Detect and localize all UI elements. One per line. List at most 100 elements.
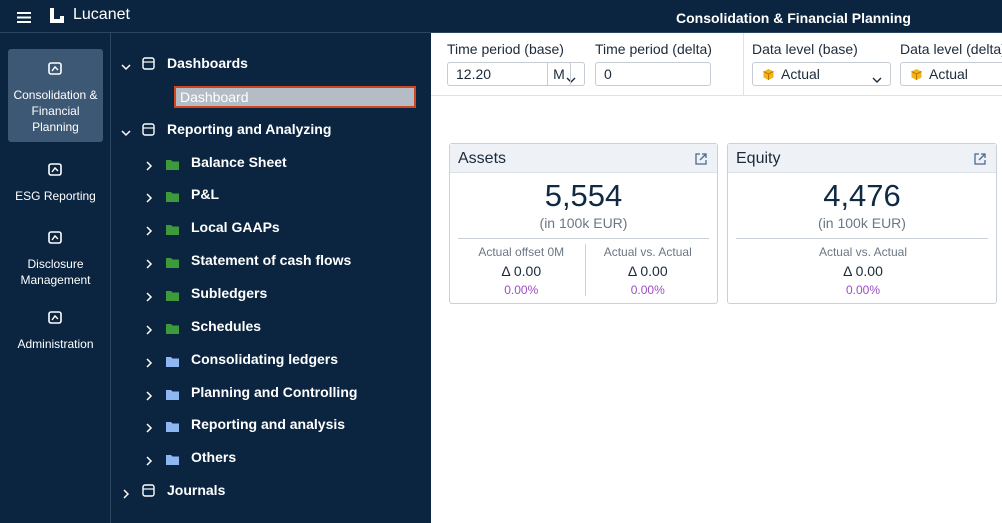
rail-icon [48, 162, 62, 176]
chevron [144, 289, 154, 302]
rail-icon [48, 61, 62, 75]
card-value: 4,476 [823, 178, 901, 213]
top-bar: Lucanet Consolidation & Financial Planni… [0, 0, 1002, 33]
folder-icon [166, 321, 179, 334]
tree-item[interactable]: P&L [191, 186, 219, 203]
card-header [450, 144, 717, 173]
rail-label: Consolidation & Financial Planning [13, 88, 98, 134]
rail-item[interactable]: Administration [8, 298, 103, 354]
folder-icon [166, 387, 179, 400]
folder-icon [166, 354, 179, 367]
chevron [144, 190, 154, 203]
rail-label: Disclosure Management [20, 257, 91, 287]
filter-label: Time period (delta) [595, 41, 712, 57]
cube-icon [762, 68, 775, 81]
folder-icon [166, 288, 179, 301]
filter-unit: M [547, 62, 571, 86]
divider [584, 244, 586, 296]
tree-item[interactable]: Local GAAPs [191, 219, 280, 236]
filter-bar: Time period (base) 12.20 Time period (delt… [431, 33, 1002, 96]
menu-icon[interactable] [17, 12, 31, 23]
comparison-delta: Δ 0.00 [627, 263, 668, 279]
tree-item-selected[interactable]: Dashboard [174, 85, 416, 108]
dropdown-icon [872, 71, 882, 83]
divider [736, 238, 988, 239]
tree-item[interactable]: Schedules [191, 317, 262, 334]
folder-icon [166, 157, 179, 170]
rail-item[interactable]: Consolidation & Financial Planning [8, 49, 103, 142]
rail-icon [48, 310, 62, 324]
tree-item[interactable]: Planning and Controlling [191, 383, 358, 400]
chevron [121, 59, 131, 71]
chevron [144, 388, 154, 401]
rail-label: ESG Reporting [15, 189, 96, 203]
tree-icon [142, 122, 155, 136]
divider [458, 238, 709, 239]
kpi-card: Equity 4,476 (in 100k EUR) Actual vs. Actua… [727, 143, 997, 304]
tree-item[interactable]: Statement of cash flows [191, 252, 352, 269]
tree-item[interactable]: Subledgers [191, 284, 268, 301]
tree-item[interactable]: Reporting and Analyzing [167, 120, 332, 137]
comparison-label: Actual offset 0M [478, 245, 565, 259]
open-icon[interactable] [695, 152, 707, 165]
tree-item[interactable]: Reporting and analysis [191, 416, 346, 433]
tree-icon [142, 484, 155, 497]
open-icon[interactable] [974, 152, 986, 165]
app-title: Consolidation & Financial Planning [676, 10, 911, 26]
separator [743, 33, 744, 95]
chevron [144, 453, 154, 466]
filter-input[interactable]: 12.20 [447, 62, 585, 86]
tree-item[interactable]: Dashboards [167, 55, 248, 71]
folder-icon [166, 222, 179, 236]
filter-value: Actual [929, 66, 968, 82]
card-title: Assets [458, 150, 507, 167]
tree-item[interactable]: Journals [167, 482, 226, 499]
filter-input[interactable]: Actual [752, 62, 891, 86]
folder-icon [166, 189, 179, 203]
comparison-percent: 0.00% [630, 283, 665, 297]
nav-tree [111, 33, 431, 523]
kpi-card: Assets 5,554 (in 100k EUR) Actual offset 0M… [449, 143, 718, 304]
tree-item[interactable]: Others [191, 449, 237, 466]
brand: Lucanet [73, 6, 130, 23]
logo-icon [50, 8, 64, 23]
filter-value: Actual [781, 66, 820, 82]
filter-value: 12.20 [456, 66, 492, 82]
rail-item[interactable]: Disclosure Management [8, 218, 103, 290]
chevron [144, 158, 154, 171]
cube-icon [910, 68, 923, 81]
folder-icon [166, 452, 179, 466]
card-value: 5,554 [544, 178, 623, 213]
card-unit: (in 100k EUR) [818, 215, 906, 231]
tree-item[interactable]: Balance Sheet [191, 153, 287, 170]
chevron [121, 125, 131, 136]
rail-icon [48, 230, 62, 244]
filter-input[interactable]: 0 [595, 62, 711, 86]
filter-label: Data level (base) [752, 41, 858, 57]
tree-item[interactable]: Consolidating ledgers [191, 350, 339, 367]
comparison-label: Actual vs. Actual [818, 245, 908, 259]
folder-icon [166, 255, 179, 269]
chevron [144, 256, 154, 269]
rail-item[interactable]: ESG Reporting [8, 150, 103, 210]
chevron [121, 486, 131, 499]
dropdown-icon [566, 71, 576, 83]
filter-label: Data level (delta) [900, 41, 1002, 57]
filter-value: 0 [604, 66, 612, 82]
chevron [144, 420, 154, 433]
chevron [144, 322, 154, 335]
comparison-delta: Δ 0.00 [501, 263, 542, 279]
comparison-percent: 0.00% [845, 283, 881, 297]
comparison-percent: 0.00% [504, 283, 539, 297]
folder-icon [166, 419, 179, 433]
filter-input[interactable]: Actual [900, 62, 1002, 86]
comparison-label: Actual vs. Actual [603, 245, 692, 259]
card-header [728, 144, 996, 173]
chevron [144, 223, 154, 236]
tree-icon [142, 57, 155, 70]
rail-label: Administration [17, 337, 94, 351]
chevron [144, 355, 154, 368]
card-unit: (in 100k EUR) [539, 215, 628, 231]
filter-label: Time period (base) [447, 41, 564, 57]
